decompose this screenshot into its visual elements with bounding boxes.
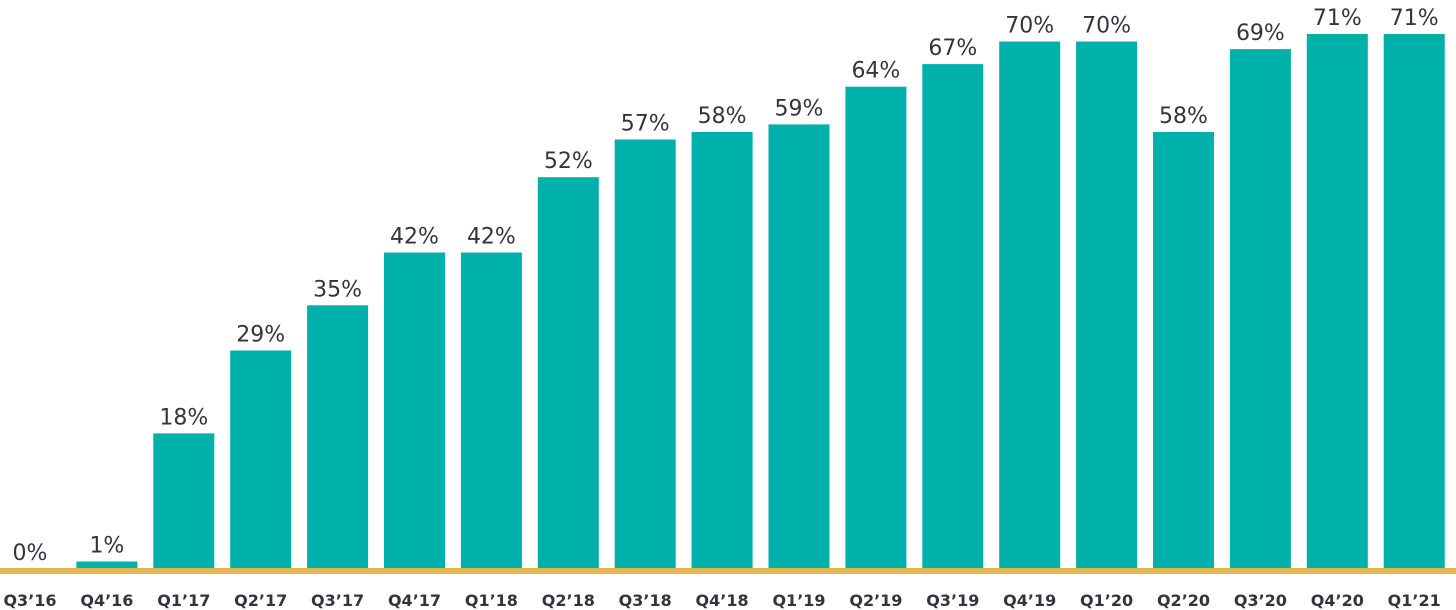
bar: [307, 305, 369, 569]
bar: [1306, 34, 1368, 569]
bar: [1153, 132, 1214, 569]
data-label: 71%: [1390, 6, 1439, 31]
bars-layer: [76, 34, 1445, 570]
x-tick-label: Q3’20: [1234, 591, 1287, 610]
x-tick-label: Q1’18: [465, 591, 518, 610]
x-axis-baseline: [0, 568, 1456, 574]
x-tick-label: Q4’20: [1311, 591, 1364, 610]
x-tick-labels-layer: Q3’16 Q4’16 Q1’17 Q2’17 Q3’17 Q4’17 Q1’18 Q2’18…: [3, 591, 1440, 610]
data-label: 67%: [928, 36, 977, 61]
x-tick-label: Q2’19: [849, 591, 902, 610]
x-tick-label: Q3’17: [311, 591, 364, 610]
bar: [1229, 49, 1291, 570]
x-tick-label: Q1’17: [157, 591, 210, 610]
data-label: 70%: [1082, 14, 1131, 39]
x-tick-label: Q4’17: [388, 591, 441, 610]
x-tick-label: Q2’17: [234, 591, 287, 610]
x-tick-label: Q3’16: [3, 591, 56, 610]
bar: [230, 350, 292, 569]
data-label: 42%: [390, 225, 439, 250]
x-tick-label: Q1’20: [1080, 591, 1133, 610]
x-tick-label: Q1’21: [1388, 591, 1441, 610]
bar: [76, 561, 138, 569]
data-label: 64%: [851, 59, 900, 84]
bar: [1383, 34, 1445, 569]
data-label: 42%: [467, 225, 516, 250]
bar: [922, 64, 984, 569]
bar: [1076, 41, 1138, 569]
bar: [537, 177, 599, 569]
x-tick-label: Q1’19: [772, 591, 825, 610]
x-tick-label: Q4’18: [696, 591, 749, 610]
value-labels-layer: 0% 1% 18% 29% 35% 42% 42% 52% 57% 58% 59% 64% 67% 70%…: [13, 6, 1439, 566]
bar: [384, 252, 445, 569]
bar: [999, 41, 1061, 569]
x-tick-label: Q4’16: [80, 591, 133, 610]
x-tick-label: Q2’20: [1157, 591, 1210, 610]
bar: [614, 139, 676, 569]
x-tick-label: Q2’18: [542, 591, 595, 610]
bar: [691, 132, 753, 569]
data-label: 71%: [1313, 6, 1362, 31]
data-label: 0%: [13, 541, 48, 566]
bar: [460, 252, 522, 569]
x-tick-label: Q3’18: [619, 591, 672, 610]
x-tick-label: Q3’19: [926, 591, 979, 610]
bar: [845, 86, 907, 569]
data-label: 70%: [1005, 14, 1054, 39]
bar: [153, 433, 215, 569]
data-label: 58%: [1159, 104, 1208, 129]
data-label: 57%: [621, 112, 670, 137]
data-label: 69%: [1236, 21, 1285, 46]
data-label: 29%: [236, 323, 285, 348]
data-label: 35%: [313, 277, 362, 302]
data-label: 58%: [698, 104, 747, 129]
data-label: 1%: [89, 534, 124, 559]
data-label: 52%: [544, 149, 593, 174]
x-tick-label: Q4’19: [1003, 591, 1056, 610]
data-label: 18%: [159, 405, 208, 430]
data-label: 59%: [775, 96, 824, 121]
bar: [768, 124, 830, 570]
